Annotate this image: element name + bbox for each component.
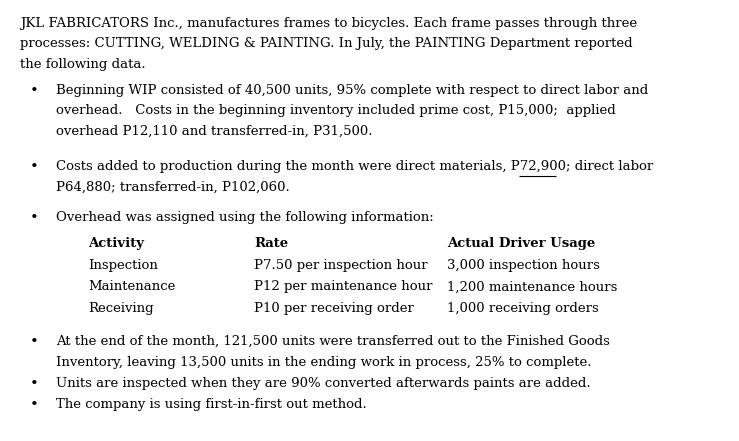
Text: the following data.: the following data. — [20, 58, 146, 71]
Text: Beginning WIP consisted of 40,500 units, 95% complete with respect to direct lab: Beginning WIP consisted of 40,500 units,… — [56, 84, 648, 97]
Text: •: • — [30, 211, 38, 225]
Text: •: • — [30, 160, 38, 174]
Text: overhead P12,110 and transferred-in, P31,500.: overhead P12,110 and transferred-in, P31… — [56, 125, 372, 138]
Text: 3,000 inspection hours: 3,000 inspection hours — [447, 259, 599, 272]
Text: Maintenance: Maintenance — [88, 280, 175, 293]
Text: •: • — [30, 84, 38, 97]
Text: Inspection: Inspection — [88, 259, 157, 272]
Text: Costs added to production during the month were direct materials, P72,900; direc: Costs added to production during the mon… — [56, 160, 653, 173]
Text: At the end of the month, 121,500 units were transferred out to the Finished Good: At the end of the month, 121,500 units w… — [56, 335, 610, 348]
Text: •: • — [30, 398, 38, 412]
Text: Units are inspected when they are 90% converted afterwards paints are added.: Units are inspected when they are 90% co… — [56, 377, 590, 390]
Text: P7.50 per inspection hour: P7.50 per inspection hour — [254, 259, 428, 272]
Text: Receiving: Receiving — [88, 302, 154, 315]
Text: Rate: Rate — [254, 237, 288, 250]
Text: 1,000 receiving orders: 1,000 receiving orders — [447, 302, 599, 315]
Text: JKL FABRICATORS Inc., manufactures frames to bicycles. Each frame passes through: JKL FABRICATORS Inc., manufactures frame… — [20, 17, 637, 30]
Text: P64,880; transferred-in, P102,060.: P64,880; transferred-in, P102,060. — [56, 180, 290, 194]
Text: Inventory, leaving 13,500 units in the ending work in process, 25% to complete.: Inventory, leaving 13,500 units in the e… — [56, 355, 591, 369]
Text: Actual Driver Usage: Actual Driver Usage — [447, 237, 595, 250]
Text: The company is using first-in-first out method.: The company is using first-in-first out … — [56, 398, 367, 411]
Text: processes: CUTTING, WELDING & PAINTING. In July, the PAINTING Department reporte: processes: CUTTING, WELDING & PAINTING. … — [20, 37, 633, 50]
Text: overhead.   Costs in the beginning inventory included prime cost, P15,000;  appl: overhead. Costs in the beginning invento… — [56, 104, 616, 117]
Text: 1,200 maintenance hours: 1,200 maintenance hours — [447, 280, 617, 293]
Text: •: • — [30, 377, 38, 391]
Text: P10 per receiving order: P10 per receiving order — [254, 302, 414, 315]
Text: •: • — [30, 335, 38, 349]
Text: P12 per maintenance hour: P12 per maintenance hour — [254, 280, 432, 293]
Text: Activity: Activity — [88, 237, 144, 250]
Text: Overhead was assigned using the following information:: Overhead was assigned using the followin… — [56, 211, 434, 224]
